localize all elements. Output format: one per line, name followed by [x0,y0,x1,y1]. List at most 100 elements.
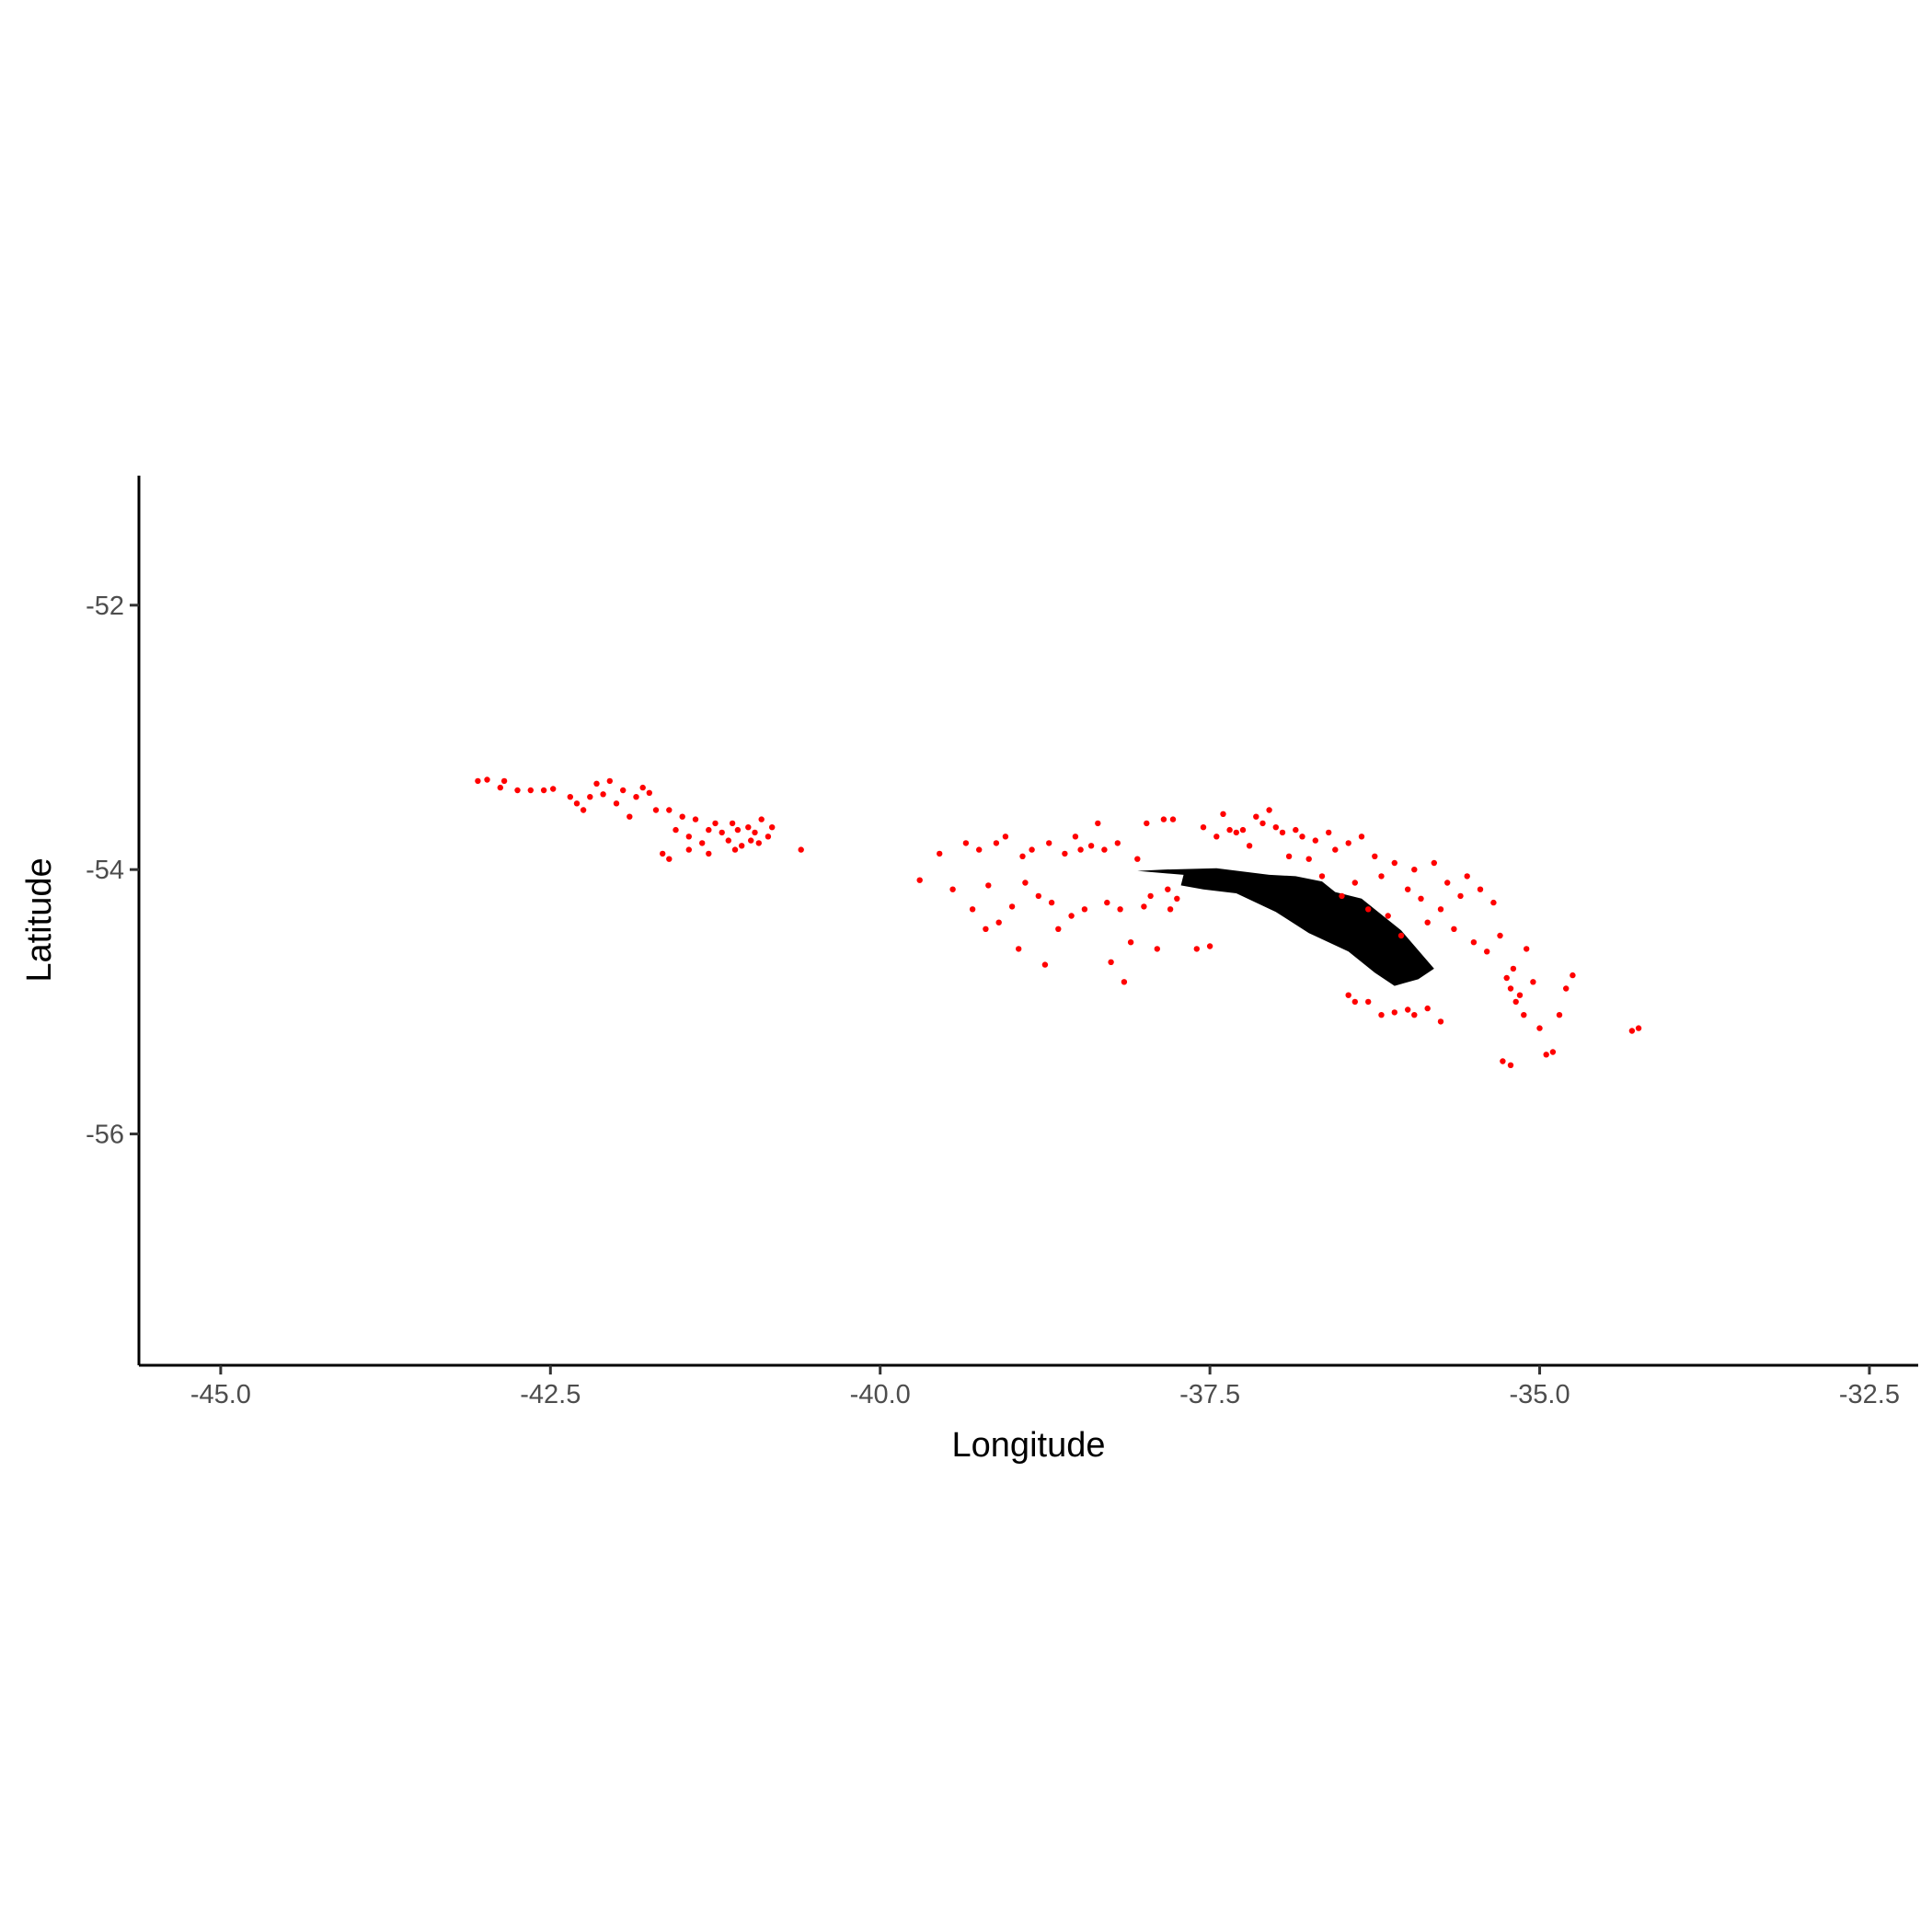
data-point [1046,840,1052,846]
data-point [1220,811,1226,817]
data-point [949,886,956,892]
data-point [1424,1005,1431,1012]
data-point [1029,846,1035,853]
data-point [1041,961,1049,968]
data-point [1510,965,1517,972]
data-point [540,787,547,794]
data-point [1521,1012,1527,1018]
data-point [1081,906,1088,913]
data-point [1077,846,1084,853]
data-point [1457,892,1464,900]
data-point [1101,846,1108,853]
data-point [1351,998,1359,1006]
data-point [1543,1052,1549,1058]
data-point [1035,892,1042,900]
data-point [752,829,758,836]
data-point [1095,820,1101,827]
data-point [993,840,1000,846]
data-point [475,777,481,785]
data-point [755,840,762,846]
x-tick-label: -32.5 [1839,1380,1900,1409]
x-tick-label: -45.0 [190,1380,251,1409]
data-point [1484,949,1490,955]
data-point [1418,895,1424,902]
data-point [1165,886,1171,892]
data-point [765,834,772,840]
y-tick-label: -52 [86,592,124,621]
data-point [1200,824,1207,831]
x-tick-label: -40.0 [850,1380,911,1409]
x-axis-title: Longitude [952,1426,1106,1465]
data-point [916,877,923,883]
data-point [573,800,581,807]
data-point [1226,826,1233,834]
y-axis-title: Latitude [20,857,59,982]
data-point [1628,1028,1636,1034]
data-point [1008,903,1016,910]
land-layer [1137,868,1434,986]
data-point [1332,846,1339,853]
data-point [1549,1049,1557,1055]
data-point [1121,979,1128,985]
data-point [1497,932,1503,939]
data-point [692,816,699,822]
data-point [1239,826,1247,834]
data-point [1477,886,1484,892]
data-point [1524,946,1530,952]
data-point [1174,895,1180,902]
data-point [679,813,685,820]
x-tick-label: -35.0 [1509,1380,1570,1409]
data-point [1068,913,1075,919]
data-point [685,834,692,840]
data-point [1299,834,1305,840]
data-point [1405,886,1411,892]
data-point [587,794,593,800]
data-point [1536,1025,1543,1031]
data-point [1285,853,1293,859]
data-point [976,846,983,853]
data-point [1062,850,1068,857]
data-point [725,837,731,844]
data-point [1279,829,1286,836]
data-point [1563,985,1570,992]
data-point [1391,859,1398,867]
data-point [748,837,754,844]
data-point [666,856,673,862]
data-point [1108,959,1114,966]
data-point [1233,829,1240,836]
data-point [712,820,719,827]
data-point [1451,926,1457,932]
data-point [1318,873,1326,880]
data-point [1464,873,1470,880]
data-point [1378,873,1385,880]
data-point [758,816,765,822]
data-point [706,826,712,834]
data-point [731,846,739,853]
data-point [600,791,606,798]
data-point [1503,974,1510,982]
data-point [1022,880,1029,886]
data-point [1437,906,1444,913]
data-point [1424,919,1431,926]
data-point [739,843,745,849]
data-point [769,824,776,831]
land-polygon [1137,868,1434,986]
data-point [1345,992,1351,998]
data-point [1570,972,1576,979]
data-point [1372,853,1378,859]
data-point [1365,906,1372,913]
data-point [606,777,613,785]
data-point [1072,834,1079,840]
data-point [1169,816,1177,822]
data-point [1206,943,1213,949]
data-point [969,906,976,913]
data-point [1141,903,1147,910]
data-point [1154,946,1161,952]
data-point [1293,826,1299,834]
data-point [729,820,736,827]
data-point [1272,824,1280,831]
data-point [1144,820,1150,827]
data-point [1397,932,1405,939]
data-point [1391,1009,1398,1016]
data-point [699,840,706,846]
